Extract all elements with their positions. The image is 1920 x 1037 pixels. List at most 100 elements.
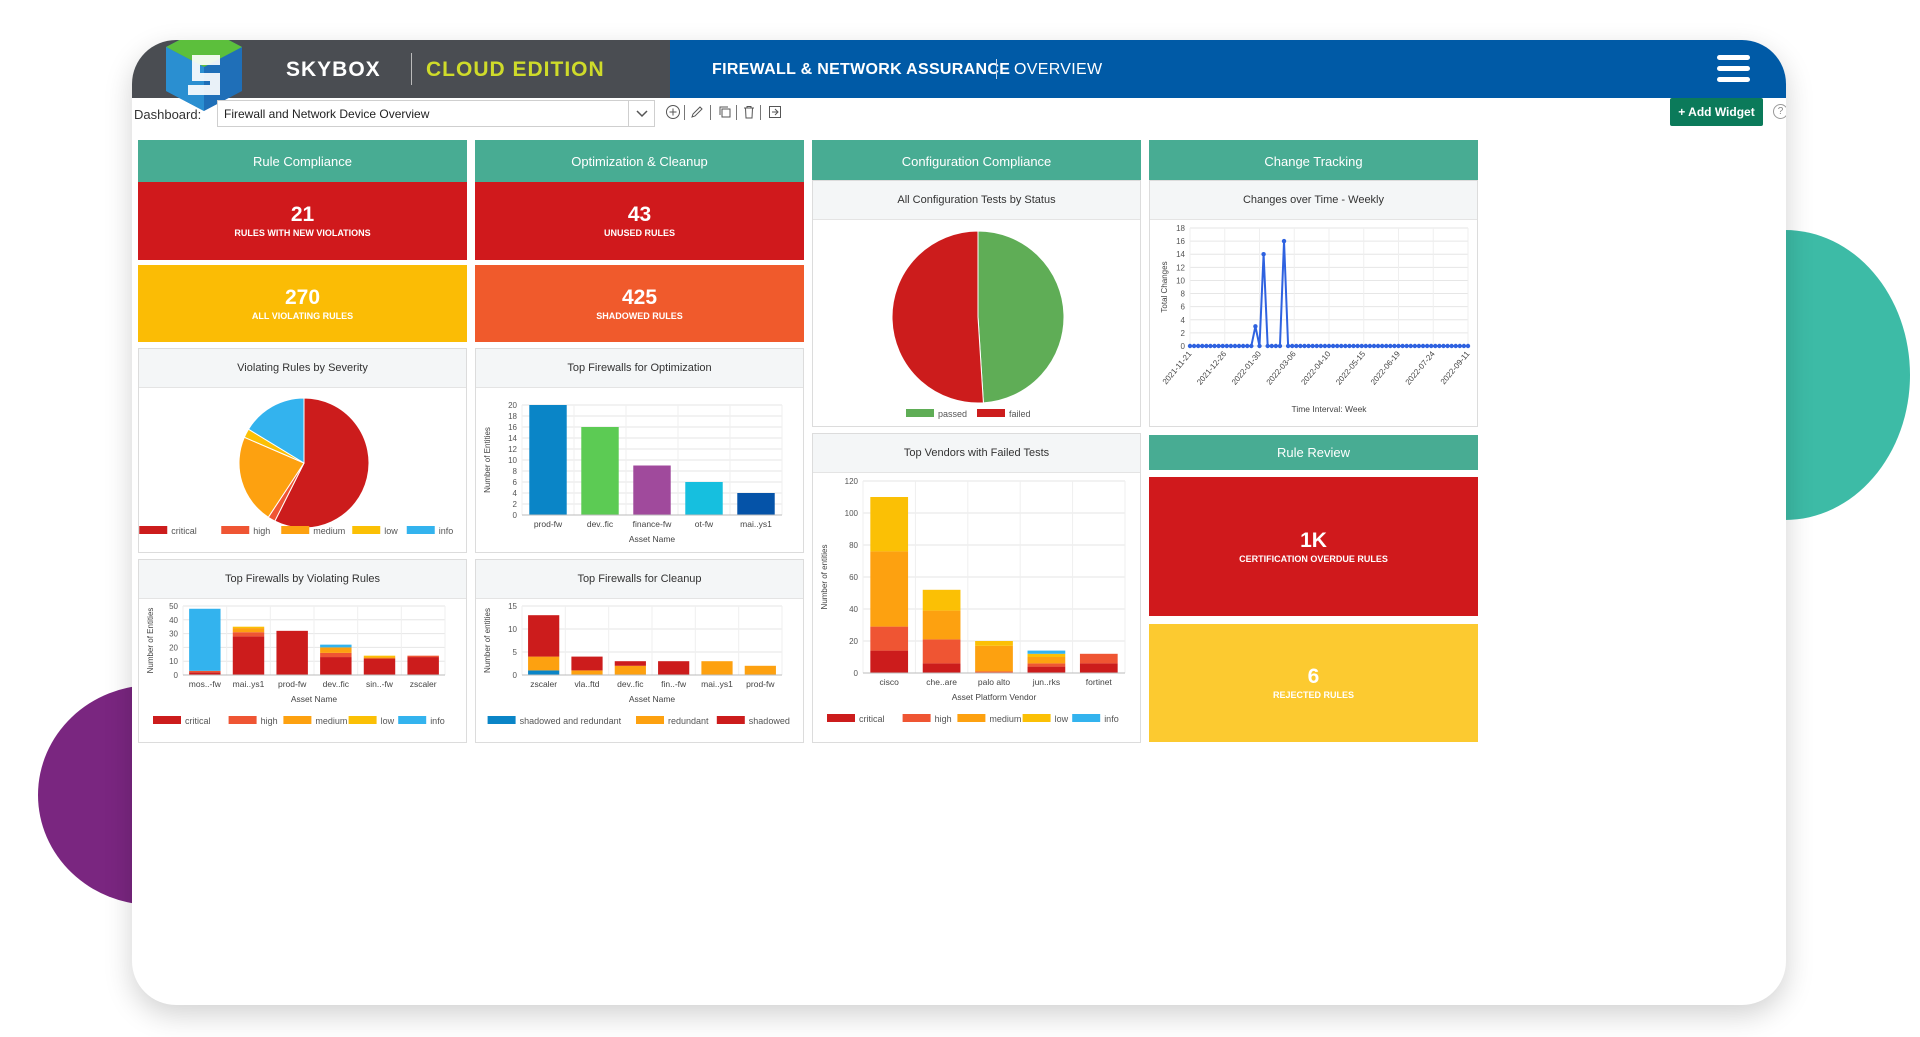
data-point (1457, 343, 1463, 349)
bar-high (232, 632, 265, 637)
bar-info (189, 608, 221, 671)
y-tick-label: 10 (508, 625, 517, 634)
kpi-rejected-rules[interactable]: 6 REJECTED RULES (1149, 624, 1478, 742)
y-tick-label: 0 (174, 671, 179, 680)
bar-low (922, 589, 961, 611)
data-point (1400, 343, 1405, 349)
data-point (1347, 343, 1352, 349)
menu-hamburger-icon[interactable] (1717, 55, 1750, 83)
legend-swatch (281, 526, 310, 534)
x-tick-label: 2022-09-11 (1439, 349, 1472, 386)
bar-high (922, 639, 961, 664)
panel-changes-line: Changes over Time - Weekly 0 2 4 6 8 10 12 14 16… (1149, 180, 1478, 427)
bar-critical (189, 672, 221, 675)
y-tick-label: 8 (1181, 290, 1186, 299)
legend-label: medium (313, 526, 345, 536)
x-tick-label: fortinet (1086, 677, 1113, 687)
data-point (1298, 343, 1303, 349)
data-point (1334, 343, 1340, 349)
add-circle-icon[interactable] (664, 103, 682, 121)
data-point (1281, 238, 1287, 244)
data-point (1277, 343, 1283, 349)
y-tick-label: 10 (1176, 276, 1185, 285)
add-widget-button[interactable]: + Add Widget (1670, 98, 1763, 126)
nav-section[interactable]: OVERVIEW (1014, 61, 1103, 78)
legend-swatch (902, 714, 931, 722)
dashboard-select[interactable]: Firewall and Network Device Overview (217, 100, 655, 127)
kpi-value: 43 (627, 203, 652, 226)
y-tick-label: 5 (513, 648, 518, 657)
y-axis-title: Number of entities (483, 608, 492, 673)
data-point (1204, 343, 1209, 349)
kpi-new-violations[interactable]: 21 RULES WITH NEW VIOLATIONS (138, 182, 467, 260)
toolbar-separator (710, 105, 711, 120)
bar-critical (363, 658, 396, 675)
kpi-label: REJECTED RULES (1272, 690, 1354, 700)
kpi-value: 270 (284, 285, 321, 309)
trash-icon[interactable] (740, 103, 758, 121)
bar-medium (922, 610, 961, 640)
legend-swatch (398, 716, 427, 724)
kpi-label: SHADOWED RULES (596, 310, 683, 321)
data-point (1375, 343, 1381, 349)
data-point (1318, 343, 1324, 349)
bar-high (870, 626, 909, 651)
bar-critical (320, 657, 352, 675)
bar-critical (276, 630, 308, 675)
y-tick-label: 6 (513, 478, 518, 487)
y-tick-label: 4 (513, 489, 518, 498)
y-tick-label: 10 (169, 657, 178, 666)
x-axis-title: Asset Name (629, 534, 676, 544)
y-tick-label: 8 (513, 467, 518, 476)
kpi-certification-overdue[interactable]: 1K CERTIFICATION OVERDUE RULES (1149, 477, 1478, 616)
legend-label: critical (185, 716, 211, 726)
column-header-rule-compliance: Rule Compliance (138, 140, 467, 182)
x-tick-label: 2022-05-15 (1334, 349, 1368, 387)
data-point (1404, 343, 1409, 349)
x-tick-label: finance-fw (633, 519, 673, 529)
export-icon[interactable] (766, 103, 784, 121)
y-tick-label: 14 (508, 434, 517, 443)
chevron-down-icon[interactable] (628, 101, 654, 126)
y-tick-label: 18 (1176, 224, 1185, 233)
copy-icon[interactable] (716, 103, 734, 121)
panel-top-violating: Top Firewalls by Violating Rules 0 10 20 30… (138, 559, 467, 743)
x-tick-label: 2022-01-30 (1230, 349, 1264, 387)
x-tick-label: zscaler (410, 679, 437, 689)
nav-title[interactable]: FIREWALL & NETWORK ASSURANCE (712, 61, 1011, 78)
y-tick-label: 20 (508, 401, 517, 410)
y-tick-label: 0 (513, 511, 518, 520)
y-tick-label: 18 (508, 412, 517, 421)
y-tick-label: 15 (508, 602, 517, 611)
x-tick-label: mai..ys1 (740, 519, 772, 529)
legend-label: info (439, 526, 454, 536)
toolbar-separator (760, 105, 761, 120)
data-point (1441, 343, 1446, 349)
kpi-value: 6 (1307, 665, 1320, 688)
bar-low (1027, 653, 1066, 657)
kpi-value: 425 (621, 285, 658, 309)
legend-swatch (221, 526, 250, 534)
data-point (1253, 324, 1258, 329)
data-point (1212, 343, 1217, 349)
bar-redundant (614, 665, 646, 675)
kpi-all-violating[interactable]: 270 ALL VIOLATING RULES (138, 265, 467, 342)
help-icon[interactable]: ? (1773, 104, 1786, 119)
data-point (1420, 343, 1426, 349)
optimization-bar-chart: 0 2 4 6 8 10 12 14 16 18 20 prod-fw dev..fic finance-… (483, 401, 783, 544)
kpi-unused-rules[interactable]: 43 UNUSED RULES (475, 182, 804, 260)
kpi-shadowed-rules[interactable]: 425 SHADOWED RULES (475, 265, 804, 342)
kpi-label: CERTIFICATION OVERDUE RULES (1239, 553, 1388, 564)
edit-pencil-icon[interactable] (688, 103, 706, 121)
bar-shadowed (528, 615, 560, 657)
panel-title: Violating Rules by Severity (139, 349, 466, 388)
bar-shadowed (571, 656, 603, 671)
y-tick-label: 40 (169, 616, 178, 625)
bar-critical (870, 650, 909, 673)
bar-redundant (571, 670, 603, 675)
data-point (1224, 343, 1229, 349)
y-tick-label: 12 (508, 445, 517, 454)
bar-critical (922, 663, 961, 673)
legend-label: info (430, 716, 445, 726)
y-tick-label: 6 (1181, 303, 1186, 312)
